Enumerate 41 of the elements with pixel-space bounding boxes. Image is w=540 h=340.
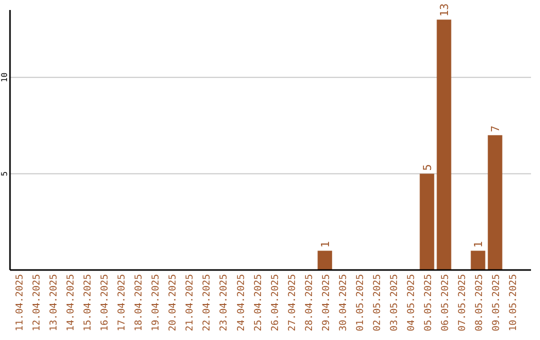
x-tick-label: 06.05.2025	[440, 274, 451, 332]
x-tick-label: 10.05.2025	[508, 274, 520, 332]
x-tick-label: 07.05.2025	[457, 274, 468, 332]
x-tick-label: 18.04.2025	[134, 274, 145, 332]
bar	[318, 250, 332, 270]
x-tick-label: 24.04.2025	[236, 274, 247, 332]
x-tick-label: 23.04.2025	[218, 274, 230, 332]
data-label: 13	[438, 3, 451, 17]
x-tick-label: 29.04.2025	[320, 274, 332, 332]
x-tick-label: 11.04.2025	[14, 274, 26, 332]
x-tick-label: 04.05.2025	[406, 274, 417, 332]
x-tick-label: 05.05.2025	[422, 274, 434, 332]
x-tick-label: 08.05.2025	[474, 274, 486, 332]
x-tick-label: 16.04.2025	[100, 274, 111, 332]
x-tick-label: 15.04.2025	[82, 274, 94, 332]
x-tick-label: 20.04.2025	[168, 274, 179, 332]
bar	[420, 174, 434, 270]
bar	[488, 135, 502, 270]
data-label: 1	[472, 241, 486, 248]
x-tick-label: 28.04.2025	[304, 274, 315, 332]
x-tick-label: 13.04.2025	[48, 274, 60, 332]
x-tick-label: 02.05.2025	[372, 274, 383, 332]
y-tick-label: 10	[0, 72, 9, 82]
x-tick-label: 25.04.2025	[252, 274, 264, 332]
x-tick-label: 22.04.2025	[202, 274, 213, 332]
x-tick-label: 14.04.2025	[66, 274, 77, 332]
bar	[436, 20, 452, 270]
x-tick-label: 01.05.2025	[354, 274, 366, 332]
x-tick-label: 26.04.2025	[270, 274, 281, 332]
data-label: 1	[318, 241, 332, 248]
x-tick-label: 27.04.2025	[286, 274, 298, 332]
x-tick-label: 21.04.2025	[184, 274, 196, 332]
x-tick-label: 19.04.2025	[150, 274, 162, 332]
x-tick-label: 12.04.2025	[32, 274, 43, 332]
bar	[470, 250, 486, 270]
x-tick-label: 17.04.2025	[116, 274, 128, 332]
x-tick-label: 09.05.2025	[491, 274, 502, 332]
data-label: 5	[420, 164, 434, 171]
x-tick-label: 03.05.2025	[388, 274, 400, 332]
x-tick-label: 30.04.2025	[338, 274, 349, 332]
data-label: 7	[489, 126, 502, 132]
